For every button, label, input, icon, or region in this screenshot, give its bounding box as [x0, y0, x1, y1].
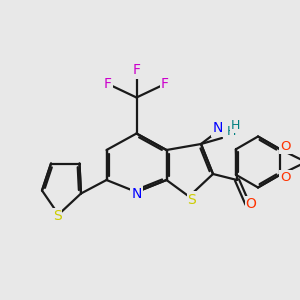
Text: F: F — [104, 77, 112, 91]
Text: O: O — [246, 197, 256, 211]
Text: N: N — [131, 187, 142, 200]
Text: H: H — [226, 125, 236, 138]
Text: S: S — [188, 193, 196, 206]
Text: O: O — [280, 140, 291, 153]
Text: O: O — [280, 171, 291, 184]
Text: F: F — [133, 64, 140, 77]
Text: N: N — [212, 122, 223, 135]
Text: H: H — [231, 119, 240, 132]
Text: F: F — [161, 77, 169, 91]
Text: S: S — [52, 209, 62, 223]
